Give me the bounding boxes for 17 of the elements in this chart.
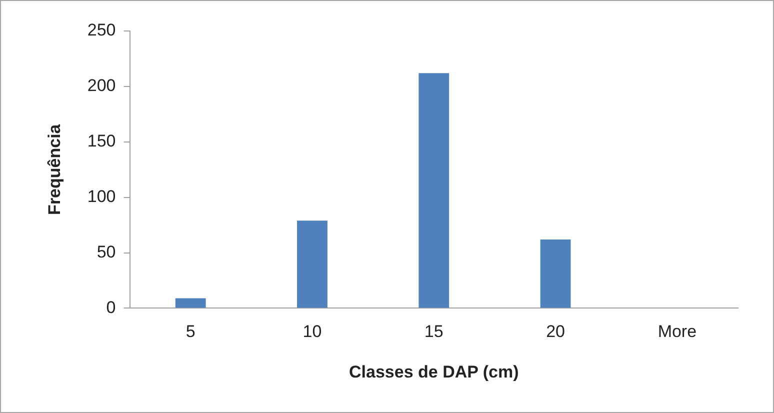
- bar: [540, 239, 571, 308]
- y-tick-label: 250: [87, 20, 116, 40]
- y-tick-label: 0: [106, 298, 116, 317]
- x-axis-title: Classes de DAP (cm): [349, 362, 519, 382]
- x-tick-label: More: [658, 322, 697, 342]
- x-tick-label: 10: [302, 322, 322, 342]
- x-tick-label: 15: [424, 322, 444, 342]
- y-tick-label: 50: [96, 242, 116, 262]
- bar: [418, 73, 450, 308]
- y-axis-title: Frequência: [44, 124, 64, 215]
- y-tick-label: 100: [87, 187, 116, 206]
- bar: [297, 220, 328, 308]
- y-tick-label: 200: [87, 76, 116, 96]
- x-tick-label: 20: [546, 322, 565, 342]
- bar: [175, 298, 206, 308]
- y-tick-label: 150: [87, 132, 116, 151]
- x-tick-label: 5: [186, 322, 196, 342]
